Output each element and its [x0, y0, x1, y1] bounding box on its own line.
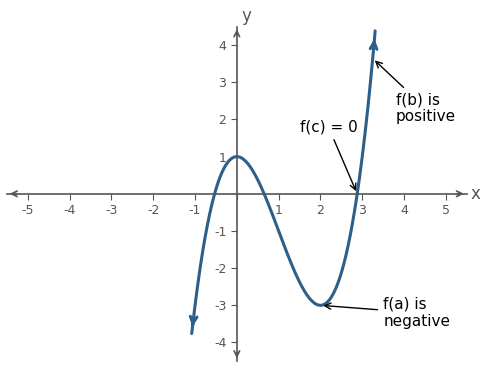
Text: x: x	[471, 185, 481, 203]
Text: f(c) = 0: f(c) = 0	[300, 119, 357, 190]
Text: y: y	[241, 7, 251, 25]
Text: f(a) is
negative: f(a) is negative	[325, 297, 450, 329]
Text: f(b) is
positive: f(b) is positive	[376, 61, 456, 124]
